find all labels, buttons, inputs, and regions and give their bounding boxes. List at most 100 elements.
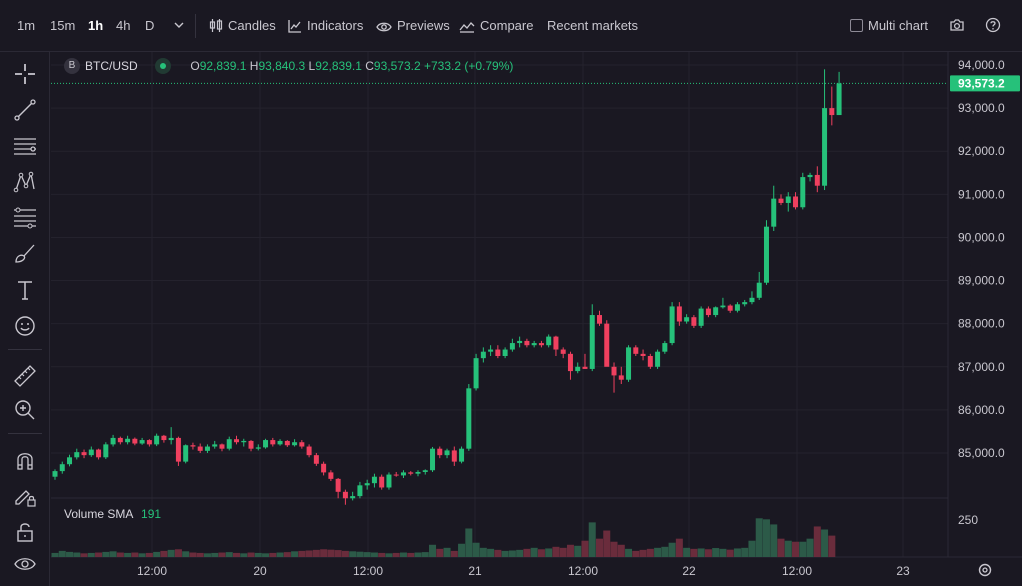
eye-icon: [376, 22, 392, 32]
candle-body: [756, 282, 762, 298]
fib-tool[interactable]: [11, 204, 39, 232]
volume-bar: [443, 547, 451, 557]
zoom-in-icon: [15, 400, 35, 420]
lock-tool[interactable]: [11, 518, 39, 546]
multi-chart-checkbox[interactable]: [850, 19, 863, 32]
lock-drawings-tool[interactable]: [11, 482, 39, 510]
volume-bar: [429, 544, 437, 557]
symbol-name[interactable]: BTC/USD: [85, 59, 138, 73]
interval-d[interactable]: D: [145, 18, 155, 33]
volume-bar: [530, 547, 538, 557]
crosshair-tool[interactable]: [11, 60, 39, 88]
volume-bar: [298, 550, 306, 557]
help-button[interactable]: [985, 17, 1001, 37]
volume-bar: [450, 550, 458, 557]
candle-body: [582, 366, 588, 369]
interval-4h[interactable]: 4h: [116, 18, 131, 33]
hide-drawings-tool[interactable]: [11, 550, 39, 578]
toolbar-divider: [195, 14, 196, 38]
text-tool[interactable]: [11, 276, 39, 304]
settings-gear-icon[interactable]: [978, 563, 992, 577]
candle-body: [517, 340, 523, 344]
fib-icon: [14, 207, 36, 229]
brush-tool[interactable]: [11, 240, 39, 268]
volume-bar: [639, 549, 647, 557]
candle-body: [342, 491, 348, 499]
candle-body: [88, 449, 94, 456]
change-percent: (+0.79%): [464, 59, 514, 73]
volume-bar: [247, 552, 255, 557]
volume-bar: [269, 552, 277, 557]
horizontal-lines-tool[interactable]: [11, 132, 39, 160]
volume-bar: [596, 538, 603, 557]
magnet-tool[interactable]: [11, 446, 39, 474]
candle-body: [531, 343, 537, 346]
volume-bar: [465, 528, 473, 557]
ohlc-legend: B BTC/USD O92,839.1 H93,840.3 L92,839.1 C…: [64, 58, 513, 74]
candle-body: [676, 306, 682, 322]
indicators-button[interactable]: Indicators: [288, 18, 363, 34]
volume-bar: [770, 524, 778, 557]
emoji-tool[interactable]: [11, 312, 39, 340]
volume-bar: [566, 544, 574, 557]
candle-body: [836, 83, 842, 116]
candle-body: [393, 474, 399, 476]
candle-body: [822, 108, 828, 186]
screenshot-button[interactable]: [949, 17, 965, 37]
volume-bar: [487, 548, 495, 557]
candle-body: [190, 445, 196, 447]
volume-bar: [762, 519, 770, 557]
volume-bar: [276, 552, 284, 557]
zoom-in-tool[interactable]: [11, 396, 39, 424]
volume-bar: [552, 546, 560, 557]
volume-legend: Volume SMA 191: [64, 507, 161, 521]
volume-bar: [748, 540, 756, 557]
pattern-tool[interactable]: [11, 168, 39, 196]
candle-body: [720, 305, 726, 308]
volume-bar: [697, 548, 705, 557]
volume-bar: [131, 552, 139, 557]
candle-body: [698, 308, 704, 326]
candle-body: [96, 449, 102, 458]
time-tick-label: 12:00: [782, 564, 812, 578]
candle-body: [241, 440, 247, 443]
volume-bar: [363, 552, 371, 557]
volume-bar: [501, 550, 509, 557]
multi-chart-toggle[interactable]: Multi chart: [850, 18, 928, 34]
candle-body: [219, 444, 225, 449]
previews-button[interactable]: Previews: [376, 18, 450, 34]
volume-bar: [370, 552, 378, 557]
candle-body: [67, 457, 73, 465]
recent-markets-button[interactable]: Recent markets: [547, 18, 639, 33]
pencil-lock-icon: [15, 490, 36, 507]
interval-1h[interactable]: 1h: [88, 18, 104, 33]
candle-body: [626, 347, 632, 380]
candle-body: [422, 470, 428, 472]
volume-bar: [828, 535, 836, 557]
volume-bar: [654, 547, 662, 557]
candle-body: [125, 438, 131, 443]
volume-bar: [211, 552, 219, 557]
volume-bar: [320, 549, 328, 557]
interval-15m[interactable]: 15m: [50, 18, 76, 33]
candle-body: [567, 353, 573, 372]
crosshair-icon: [15, 64, 35, 84]
candles-icon: [209, 19, 223, 32]
candle-body: [502, 349, 508, 356]
volume-bar: [167, 549, 175, 557]
trend-line-tool[interactable]: [11, 96, 39, 124]
candle-body: [139, 440, 145, 444]
volume-bar: [821, 529, 829, 557]
candle-body: [335, 478, 341, 492]
candles-button[interactable]: Candles: [209, 18, 276, 34]
volume-bar: [675, 538, 683, 557]
market-status-dot: [155, 58, 172, 74]
intervals-dropdown[interactable]: [173, 17, 185, 37]
compare-button[interactable]: Compare: [459, 18, 533, 34]
volume-bar: [356, 551, 364, 557]
volume-bar: [312, 549, 320, 557]
ruler-tool[interactable]: [11, 362, 39, 390]
volume-bar: [777, 538, 785, 557]
interval-1m[interactable]: 1m: [17, 18, 36, 33]
